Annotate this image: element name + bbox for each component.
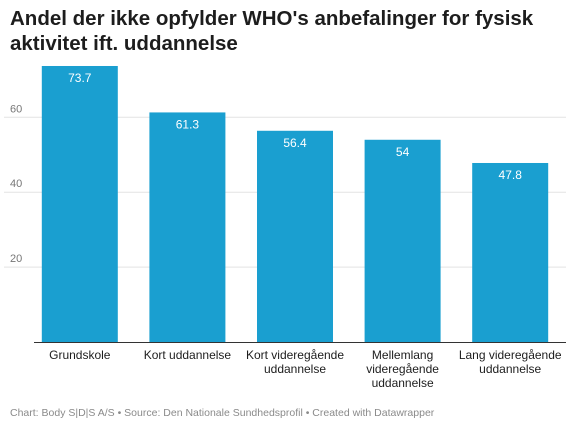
x-tick-label: Kort uddannelse — [144, 348, 232, 362]
x-tick-label: Kort videregående uddannelse — [246, 348, 344, 376]
chart-title: Andel der ikke opfylder WHO's anbefaling… — [10, 7, 534, 55]
bar-value-label: 54 — [396, 145, 410, 159]
y-tick-label: 20 — [10, 253, 22, 265]
x-tick-label: Lang videregående uddannelse — [459, 348, 562, 376]
chart-footer: Chart: Body S|D|S A/S • Source: Den Nati… — [10, 407, 435, 419]
x-tick-label: Mellemlang videregående uddannelse — [366, 348, 439, 390]
bars — [41, 65, 549, 342]
bar — [364, 139, 441, 342]
bar-value-label: 56.4 — [283, 136, 307, 150]
bar — [41, 65, 118, 342]
bar-value-label: 61.3 — [176, 117, 200, 131]
y-tick-label: 60 — [10, 103, 22, 115]
x-tick-label: Grundskole — [49, 348, 111, 362]
labels: 20 40 60 73.7 Grundskole 61.3 Kort uddannelse 5… — [10, 71, 562, 390]
bar — [257, 130, 333, 342]
y-tick-label: 40 — [10, 178, 22, 190]
bar-value-label: 73.7 — [68, 71, 92, 85]
bar — [149, 112, 226, 342]
bar-value-label: 47.8 — [499, 168, 523, 182]
bar — [472, 162, 549, 342]
